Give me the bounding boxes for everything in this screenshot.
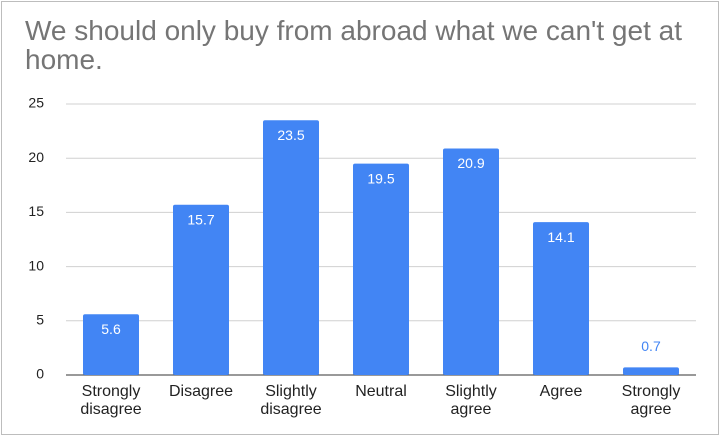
y-tick-label: 15 [28, 203, 44, 219]
y-tick-label: 20 [28, 149, 44, 165]
data-label: 5.6 [101, 321, 121, 337]
bar [263, 120, 319, 375]
x-tick-label: Agree [539, 383, 583, 400]
y-tick-label: 5 [36, 312, 44, 328]
data-label: 20.9 [457, 155, 484, 171]
data-label: 19.5 [367, 170, 394, 186]
x-tick-label: Neutral [355, 383, 407, 400]
data-label: 15.7 [187, 212, 214, 228]
data-label: 0.7 [641, 338, 661, 354]
y-tick-label: 10 [28, 257, 44, 273]
data-label: 23.5 [277, 127, 304, 143]
bar [623, 367, 679, 375]
bar [173, 204, 229, 375]
bar [443, 148, 499, 375]
bar [83, 314, 139, 375]
x-tick-label: Strongly disagree [80, 383, 142, 418]
x-tick-label: Disagree [168, 383, 234, 400]
x-tick-label: Slightly disagree [260, 383, 322, 418]
bar [353, 163, 409, 375]
data-label: 14.1 [547, 229, 574, 245]
x-tick-label: Slightly agree [445, 383, 497, 418]
bar [533, 222, 589, 375]
x-tick-label: Strongly agree [621, 383, 681, 418]
chart-title: We should only buy from abroad what we c… [25, 15, 682, 75]
y-tick-label: 25 [28, 95, 44, 111]
y-tick-label: 0 [36, 366, 44, 382]
